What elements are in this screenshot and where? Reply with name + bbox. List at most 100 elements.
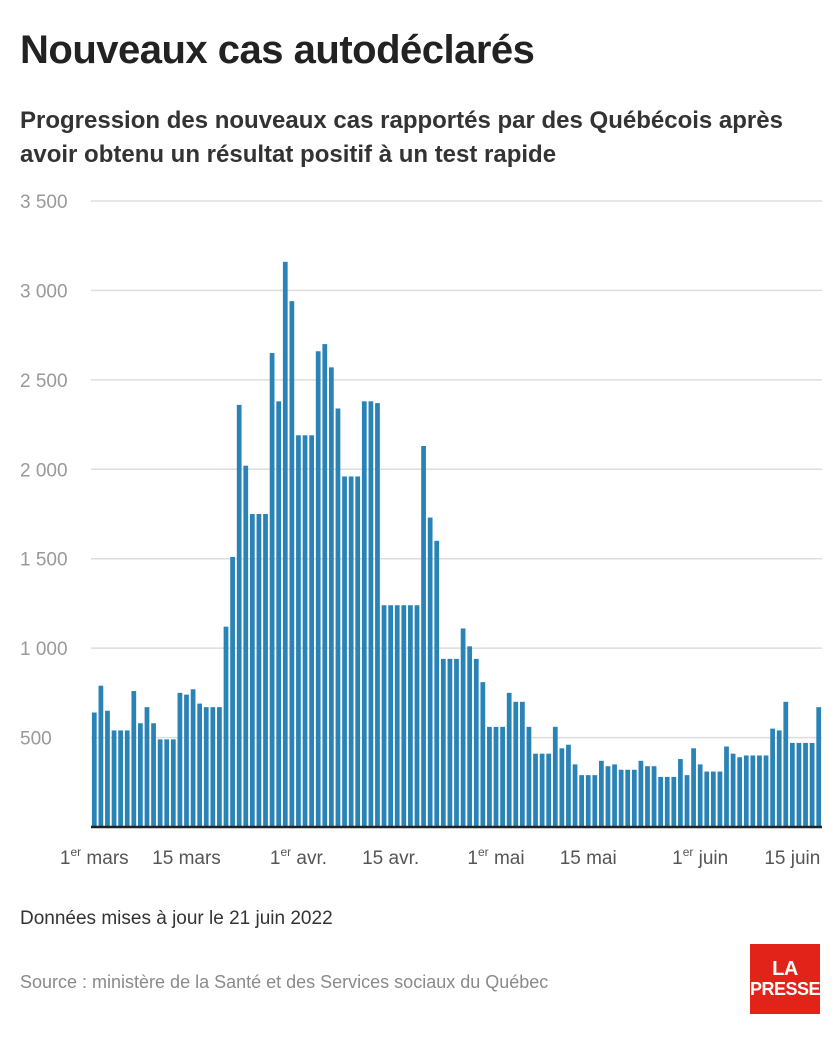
bar xyxy=(638,760,644,827)
bar xyxy=(480,682,486,827)
bar xyxy=(645,766,650,827)
bar xyxy=(599,760,604,827)
bar xyxy=(263,514,268,827)
bar xyxy=(487,726,492,827)
bar xyxy=(625,769,631,827)
bar xyxy=(789,742,795,827)
bar xyxy=(697,764,703,827)
bar xyxy=(355,476,361,827)
bar xyxy=(579,775,584,827)
bar xyxy=(671,776,677,827)
bar xyxy=(131,691,137,827)
y-tick-label: 3 500 xyxy=(20,192,68,213)
y-tick-label: 3 000 xyxy=(20,281,68,302)
la-presse-logo: LA PRESSE xyxy=(749,944,821,1014)
x-tick-label: 15 juin xyxy=(764,848,820,869)
bar xyxy=(276,401,282,827)
logo-line-2: PRESSE xyxy=(749,979,821,999)
bar xyxy=(105,710,110,827)
bar xyxy=(427,517,433,827)
bar xyxy=(203,707,209,827)
bar xyxy=(447,658,453,827)
bar xyxy=(434,540,440,827)
bar xyxy=(118,730,124,827)
bar xyxy=(91,712,97,827)
bar xyxy=(329,367,334,827)
bar xyxy=(394,605,400,827)
y-tick-label: 1 500 xyxy=(20,550,68,571)
bar xyxy=(98,685,104,827)
bar xyxy=(618,769,624,827)
bar xyxy=(217,707,222,827)
x-axis-ticks: 1er mars 15 mars 1er avr. 15 avr. 1er mai 15 … xyxy=(60,845,820,869)
bar xyxy=(783,701,789,827)
bar xyxy=(210,707,216,827)
bar xyxy=(612,764,617,827)
bar xyxy=(559,748,565,827)
bar xyxy=(440,658,446,827)
bar xyxy=(388,605,394,827)
bar xyxy=(717,771,723,827)
bar xyxy=(401,605,407,827)
bar xyxy=(776,730,782,827)
bar xyxy=(414,605,420,827)
x-tick-label: 15 mai xyxy=(560,848,617,869)
bar xyxy=(658,776,664,827)
bar xyxy=(322,344,328,827)
bar xyxy=(592,775,598,827)
bar xyxy=(724,746,729,827)
bar xyxy=(289,301,295,827)
bar xyxy=(309,435,314,827)
bar xyxy=(256,514,262,827)
bar xyxy=(585,775,591,827)
bar xyxy=(506,692,512,827)
bar xyxy=(678,759,683,827)
bar xyxy=(315,351,321,827)
bar xyxy=(170,739,176,827)
bar xyxy=(664,776,670,827)
bar xyxy=(704,771,710,827)
bar xyxy=(144,707,150,827)
bar xyxy=(493,726,499,827)
bar xyxy=(269,353,275,827)
bars xyxy=(91,261,822,828)
bar xyxy=(605,766,611,827)
bar xyxy=(243,465,249,827)
bar xyxy=(763,755,769,827)
bar xyxy=(816,707,822,827)
bar xyxy=(342,476,347,827)
bar xyxy=(803,742,808,827)
y-axis-ticks: 500 1 000 1 500 2 000 2 500 3 000 3 500 xyxy=(20,192,68,750)
bar xyxy=(230,556,235,827)
bar xyxy=(184,694,189,827)
bar xyxy=(796,742,802,827)
bar xyxy=(282,261,288,828)
bar xyxy=(730,753,736,827)
bar xyxy=(460,628,466,827)
bar xyxy=(375,403,380,827)
bar xyxy=(124,730,130,827)
gridlines xyxy=(91,200,822,739)
bar xyxy=(302,435,308,827)
bar xyxy=(533,753,538,827)
bar xyxy=(552,726,558,827)
y-tick-label: 1 000 xyxy=(20,639,68,660)
bar xyxy=(750,755,756,827)
y-tick-label: 2 500 xyxy=(20,371,68,392)
bar xyxy=(348,476,354,827)
bar xyxy=(157,739,163,827)
bar xyxy=(737,757,743,827)
x-tick-label: 1er avr. xyxy=(270,845,327,869)
x-tick-label: 1er mai xyxy=(467,845,524,869)
bar xyxy=(743,755,749,827)
bar xyxy=(177,692,183,827)
bar xyxy=(151,723,156,827)
bar xyxy=(500,726,505,827)
x-tick-label: 1er mars xyxy=(60,845,129,869)
bar xyxy=(631,769,637,827)
bar xyxy=(111,730,117,827)
bar-chart: 500 1 000 1 500 2 000 2 500 3 000 3 500 1er ma… xyxy=(20,192,822,869)
bar xyxy=(519,701,525,827)
chart-subtitle: Progression des nouveaux cas rapportés p… xyxy=(20,107,783,168)
bar xyxy=(710,771,716,827)
